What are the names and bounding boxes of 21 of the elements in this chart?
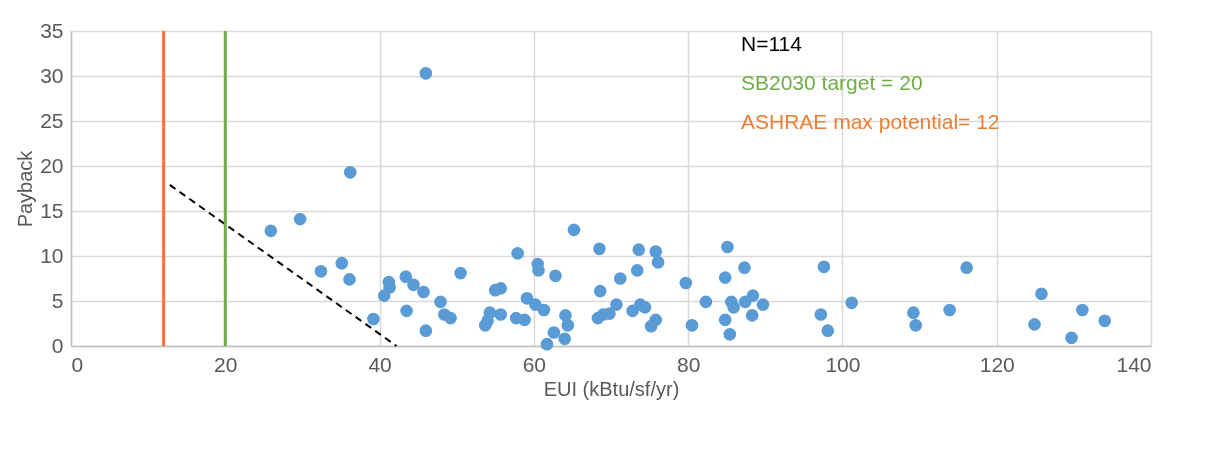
- x-tick-label: 60: [522, 352, 547, 376]
- y-tick-label: 30: [40, 63, 64, 87]
- x-tick-label: 0: [71, 352, 84, 376]
- x-axis-title: EUI (kBtu/sf/yr): [543, 377, 680, 400]
- y-tick-label: 20: [40, 153, 64, 177]
- x-tick-label: 120: [979, 352, 1015, 376]
- x-tick-label: 40: [368, 352, 392, 376]
- y-tick-label: 5: [51, 288, 64, 312]
- y-tick-label: 15: [40, 198, 64, 222]
- x-tick-label: 80: [676, 352, 701, 376]
- x-tick-label: 20: [214, 352, 238, 376]
- y-tick-label: 10: [40, 243, 64, 267]
- x-tick-label: 100: [825, 352, 861, 376]
- y-axis-title: Payback: [14, 149, 37, 228]
- x-tick-label: 140: [1116, 352, 1152, 376]
- ref-line-label: ASHRAE max potential= 12: [741, 110, 1000, 133]
- ref-line-label: SB2030 target = 20: [741, 71, 923, 94]
- y-tick-label: 25: [40, 108, 64, 132]
- y-tick-label: 35: [40, 18, 64, 42]
- y-tick-label: 0: [51, 333, 64, 357]
- annotation: N=114: [741, 32, 803, 55]
